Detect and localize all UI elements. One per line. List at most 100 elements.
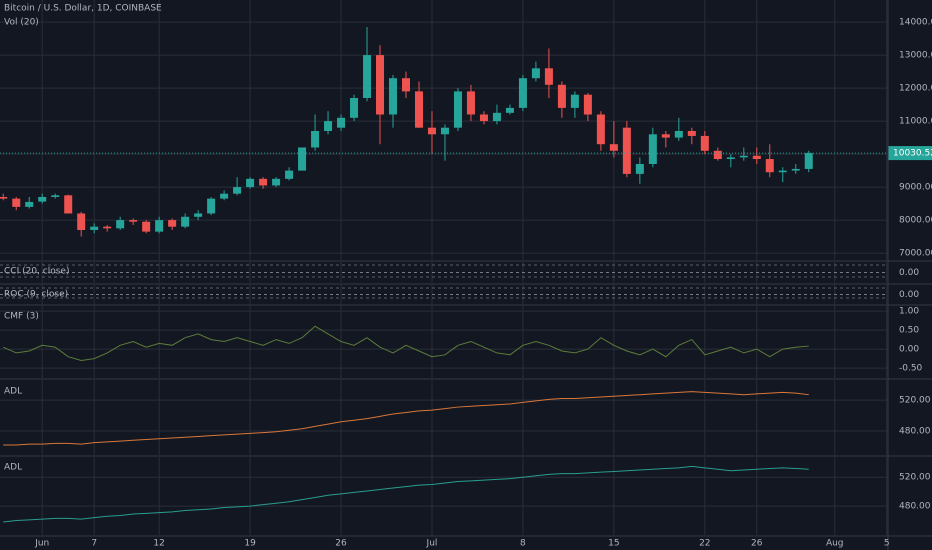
candle-body: [609, 144, 618, 151]
indicator-line: [3, 465, 809, 523]
candle-body: [713, 150, 722, 160]
x-tick-label: 26: [751, 539, 763, 549]
candle-body: [64, 195, 73, 214]
pane-subtitle: Vol (20): [4, 18, 39, 28]
candle-body: [168, 220, 177, 227]
candle-body: [752, 155, 761, 160]
candle-body: [246, 178, 255, 188]
candle-body: [804, 153, 813, 169]
candle-body: [324, 121, 333, 131]
y-tick-label: 1.00: [899, 307, 919, 317]
candle-body: [466, 91, 475, 115]
pane-title: Bitcoin / U.S. Dollar, 1D, COINBASE: [4, 4, 162, 14]
candle-body: [570, 94, 579, 108]
y-tick-label: 480.00: [899, 502, 931, 512]
candle-body: [661, 134, 670, 138]
pane-title: CMF (3): [4, 312, 39, 322]
candle-body: [38, 196, 47, 202]
candle-body: [778, 170, 787, 173]
candle-body: [25, 201, 34, 207]
candle-body: [791, 168, 800, 171]
candle-body: [492, 112, 501, 122]
candle-body: [583, 94, 592, 115]
x-tick-label: Jul: [426, 539, 438, 549]
x-tick-label: Aug: [826, 539, 844, 549]
candle-body: [453, 91, 462, 128]
candle-body: [298, 147, 307, 171]
candle-body: [363, 55, 372, 98]
candle-body: [142, 221, 151, 232]
candle-body: [51, 195, 60, 197]
y-tick-label: 520.00: [899, 396, 931, 406]
x-tick-label: 8: [520, 539, 526, 549]
y-tick-label: 13000.00: [899, 51, 932, 61]
last-price-label: 10030.52: [893, 149, 932, 159]
candle-body: [544, 68, 553, 85]
y-tick-label: 0.00: [899, 345, 919, 355]
candle-body: [765, 159, 774, 173]
y-tick-label: 7000.00: [899, 249, 932, 259]
pane-title: ADL: [4, 387, 22, 397]
x-tick-label: Jun: [34, 539, 49, 549]
candle-body: [687, 130, 696, 136]
candle-body: [90, 226, 99, 230]
y-tick-label: 11000.00: [899, 117, 932, 127]
x-tick-label: 5: [884, 539, 890, 549]
candle-body: [401, 78, 410, 92]
candle-body: [479, 114, 488, 122]
y-tick-label: 480.00: [899, 427, 931, 437]
candle-body: [596, 114, 605, 145]
y-tick-label: 0.00: [899, 290, 919, 300]
candle-body: [129, 220, 138, 222]
indicator-line: [3, 391, 809, 446]
y-tick-label: 0.00: [899, 268, 919, 278]
candle-body: [389, 78, 398, 115]
candle-body: [376, 55, 385, 115]
candle-body: [622, 127, 631, 174]
candle-body: [155, 220, 164, 232]
y-tick-label: -0.50: [899, 364, 923, 374]
x-tick-label: 15: [608, 539, 619, 549]
candle-body: [648, 134, 657, 164]
candle-body: [103, 226, 112, 229]
x-tick-label: 12: [153, 539, 164, 549]
candle-body: [635, 163, 644, 174]
candle-body: [233, 187, 242, 194]
candle-body: [739, 155, 748, 158]
candle-body: [0, 196, 8, 199]
candle-body: [557, 84, 566, 108]
candle-body: [272, 178, 281, 186]
candle-body: [726, 157, 735, 160]
y-tick-label: 8000.00: [899, 216, 932, 226]
x-tick-label: 19: [244, 539, 256, 549]
candle-body: [350, 97, 359, 118]
last-price-box: [888, 146, 932, 161]
candle-body: [194, 213, 203, 217]
y-tick-label: 9000.00: [899, 183, 932, 193]
y-tick-label: 520.00: [899, 473, 931, 483]
candle-body: [414, 91, 423, 128]
pane-title: CCI (20, close): [4, 267, 69, 277]
y-tick-label: 0.50: [899, 326, 919, 336]
candle-body: [700, 135, 709, 151]
candle-body: [116, 220, 125, 229]
candle-body: [505, 107, 514, 113]
candle-body: [337, 117, 346, 128]
x-tick-label: 26: [335, 539, 347, 549]
candle-body: [220, 193, 229, 199]
candle-body: [77, 213, 86, 230]
y-tick-label: 14000.00: [899, 18, 932, 28]
indicator-line: [3, 325, 809, 362]
candle-body: [12, 198, 21, 207]
candle-body: [259, 178, 268, 186]
y-tick-label: 12000.00: [899, 84, 932, 94]
candle-body: [674, 130, 683, 138]
x-tick-label: 7: [91, 539, 97, 549]
candle-body: [518, 78, 527, 108]
pane-title: ADL: [4, 463, 22, 473]
candle-body: [311, 130, 320, 148]
candle-body: [531, 68, 540, 79]
candle-body: [427, 127, 436, 135]
